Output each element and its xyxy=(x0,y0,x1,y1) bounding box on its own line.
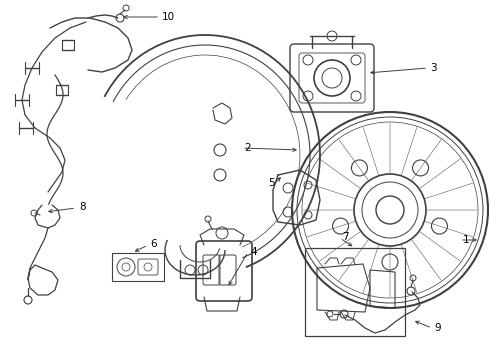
Text: 4: 4 xyxy=(250,247,257,257)
Bar xyxy=(112,253,164,281)
Text: 10: 10 xyxy=(162,12,175,22)
Text: 9: 9 xyxy=(434,323,441,333)
Text: 7: 7 xyxy=(342,232,348,242)
Bar xyxy=(305,248,405,336)
Text: 5: 5 xyxy=(268,178,274,188)
Text: 3: 3 xyxy=(430,63,437,73)
Text: 8: 8 xyxy=(79,202,86,212)
Text: 1: 1 xyxy=(463,235,469,245)
Text: 2: 2 xyxy=(244,143,250,153)
Text: 6: 6 xyxy=(150,239,157,249)
